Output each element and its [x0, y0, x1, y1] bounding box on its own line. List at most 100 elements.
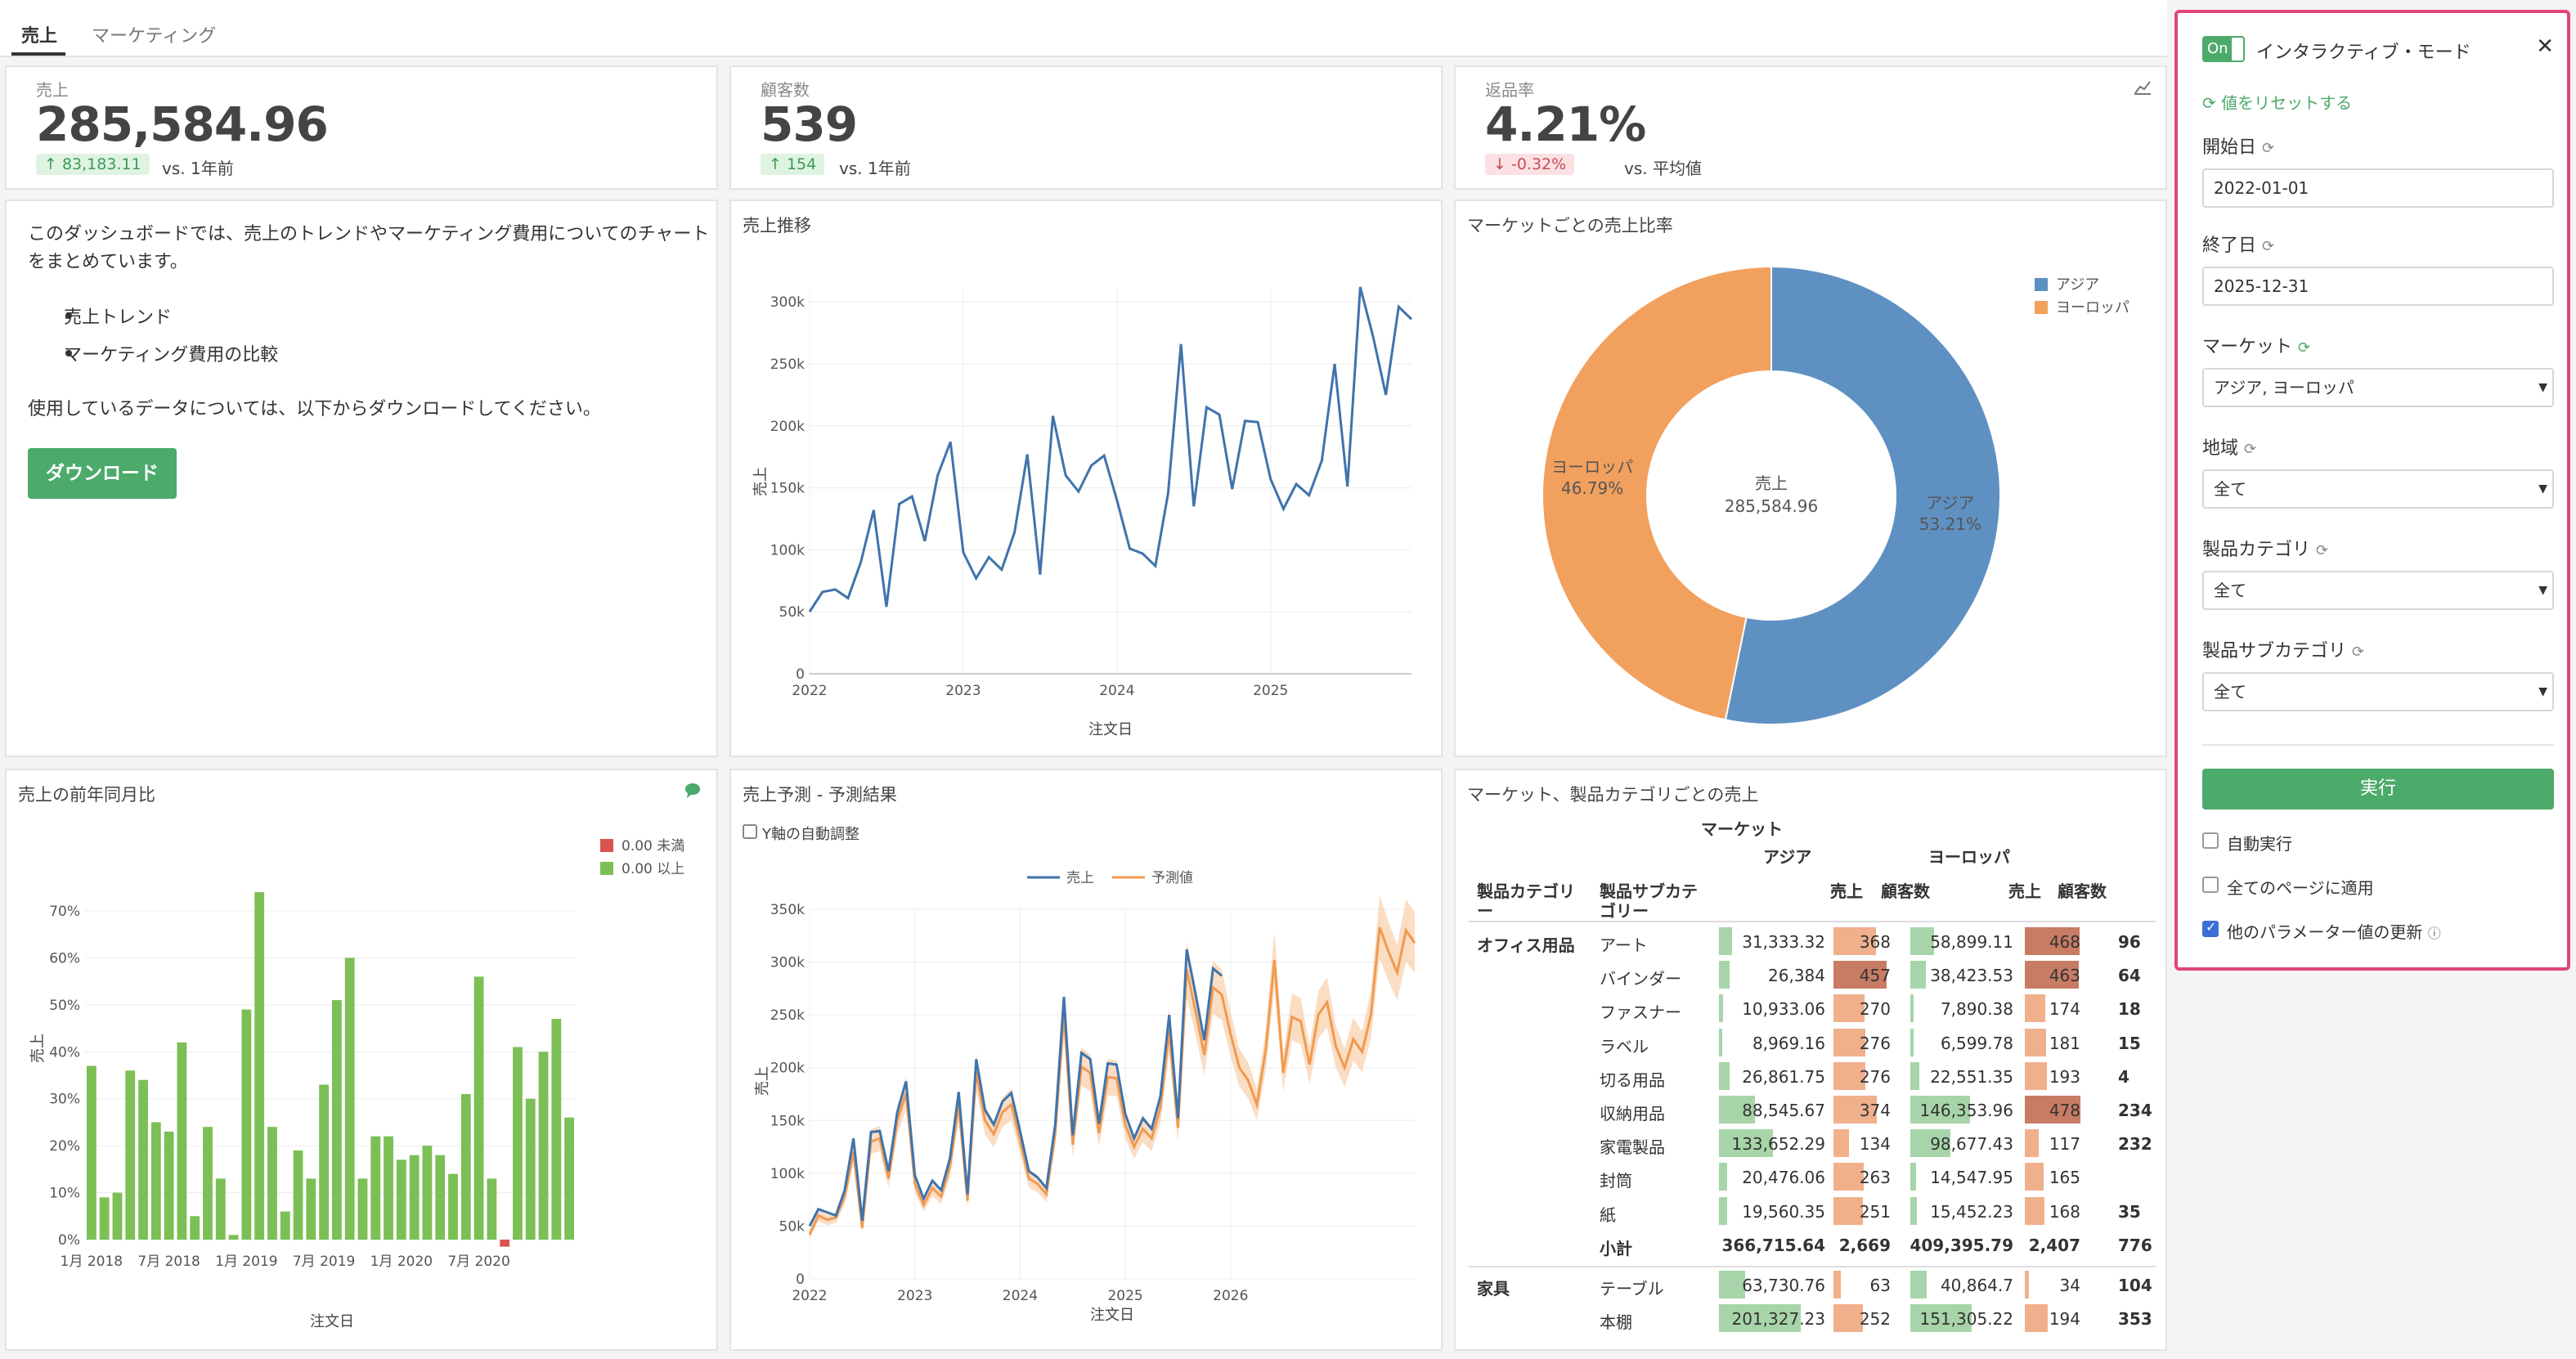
- chart-icon[interactable]: [2133, 77, 2152, 96]
- forecast-chart: 0 50k 100k 150k 200k 250k 300k 350k 2022 2023 2024…: [754, 870, 1416, 1324]
- subcategory-select[interactable]: 全て ▼: [2202, 672, 2554, 711]
- asia-customers-cell: 374: [1859, 1101, 1891, 1120]
- bar: [87, 1065, 96, 1240]
- apply-all-pages-checkbox[interactable]: [2202, 877, 2219, 893]
- tab-sales[interactable]: 売上: [21, 26, 58, 47]
- refresh-icon[interactable]: ⟳: [2262, 140, 2275, 157]
- europe-sales-cell: 14,547.95: [1930, 1168, 2013, 1188]
- update-params-label: 他のパラメーター値の更新 ⓘ: [2227, 922, 2441, 942]
- asia-customers-bar: [1833, 927, 1877, 955]
- header-subcategory: 製品サブカテ: [1600, 881, 1698, 901]
- auto-run-checkbox[interactable]: [2202, 832, 2219, 849]
- x-tick-label: 2024: [1099, 683, 1134, 699]
- bar: [525, 1098, 536, 1240]
- run-button[interactable]: 実行: [2202, 769, 2554, 810]
- europe-sales-cell: 38,423.53: [1930, 966, 2013, 986]
- panel-divider: [2202, 744, 2554, 746]
- yoy-bar-chart: 0% 10% 20% 30% 40% 50% 60% 70% 1月 2018 7月 2018 1月 …: [29, 838, 684, 1330]
- asia-customers-cell: 263: [1859, 1168, 1891, 1188]
- x-tick-label: 2025: [1253, 683, 1288, 699]
- refresh-icon[interactable]: ⟳: [2244, 441, 2257, 458]
- tab-marketing[interactable]: マーケティング: [92, 26, 217, 47]
- refresh-icon[interactable]: ⟳: [2262, 238, 2275, 255]
- europe-customers-cell: 181: [2049, 1033, 2080, 1053]
- end-date-input[interactable]: 2025-12-31: [2202, 267, 2554, 306]
- asia-customers-cell: 457: [1859, 966, 1891, 986]
- asia-customers-cell: 2,669: [1838, 1235, 1891, 1255]
- bar: [293, 1150, 303, 1240]
- bar: [306, 1178, 316, 1240]
- asia-sales-bar: [1719, 994, 1724, 1023]
- close-icon[interactable]: ✕: [2536, 34, 2554, 59]
- bar: [125, 1070, 136, 1240]
- bar: [112, 1192, 123, 1240]
- kpi-card-return-rate: 返品率 4.21% ↓ -0.32% vs. 平均値: [1454, 65, 2167, 190]
- bar: [473, 976, 484, 1240]
- europe-sales-bar: [1910, 994, 1914, 1023]
- europe-customers-cell: 193: [2049, 1066, 2080, 1087]
- download-button[interactable]: ダウンロード: [28, 448, 177, 499]
- x-tick-label: 2024: [1003, 1288, 1038, 1304]
- region-select[interactable]: 全て ▼: [2202, 469, 2554, 509]
- category-select[interactable]: 全て ▼: [2202, 571, 2554, 610]
- subcategory-cell: 封筒: [1600, 1171, 1632, 1191]
- update-params-checkbox[interactable]: ✓: [2202, 919, 2219, 937]
- asia-sales-cell: 20,476.06: [1742, 1168, 1825, 1188]
- center-label: 売上: [1755, 473, 1788, 493]
- y-tick-label: 200k: [770, 419, 805, 435]
- europe-sales-bar: [1910, 1028, 1914, 1056]
- y-tick-label: 100k: [770, 542, 805, 558]
- market-select[interactable]: アジア, ヨーロッパ ▼: [2202, 368, 2554, 407]
- end-date-label: 終了日 ⟳: [2202, 235, 2275, 256]
- kpi-compare: vs. 1年前: [162, 159, 234, 178]
- overflow-cell: 104: [2118, 1276, 2152, 1295]
- y-auto-label: Y軸の自動調整: [762, 826, 859, 843]
- refresh-icon[interactable]: ⟳: [2316, 542, 2329, 559]
- subcategory-cell: 紙: [1600, 1204, 1616, 1225]
- interactive-toggle[interactable]: On: [2202, 36, 2245, 62]
- asia-sales-cell: 8,969.16: [1752, 1033, 1825, 1053]
- header-sales: 売上: [1830, 881, 1863, 901]
- europe-sales-bar: [1910, 1096, 1970, 1124]
- info-icon[interactable]: ⓘ: [2427, 926, 2441, 941]
- subcategory-value: 全て: [2214, 682, 2246, 702]
- asia-sales-bar: [1719, 1096, 1755, 1124]
- center-value: 285,584.96: [1725, 496, 1819, 516]
- y-auto-checkbox[interactable]: [743, 824, 757, 839]
- y-tick-label: 350k: [770, 902, 805, 918]
- subcategory-cell: 切る用品: [1600, 1070, 1665, 1090]
- asia-customers-bar: [1833, 961, 1887, 989]
- legend-label: 0.00 未満: [622, 838, 684, 854]
- legend-swatch: [2035, 301, 2048, 314]
- check-icon: ✓: [2206, 919, 2217, 935]
- y-tick-label: 50%: [49, 998, 80, 1014]
- overflow-cell: 4: [2118, 1066, 2129, 1087]
- refresh-icon[interactable]: ⟳: [2298, 339, 2311, 357]
- kpi-value: 285,584.96: [36, 96, 329, 152]
- y-tick-label: 20%: [49, 1138, 80, 1155]
- header-customers: 顧客数: [1881, 881, 1930, 901]
- subcategory-label: 製品サブカテゴリ ⟳: [2202, 641, 2365, 662]
- x-axis-title: 注文日: [1090, 1307, 1134, 1324]
- comment-icon[interactable]: [684, 782, 702, 800]
- europe-sales-cell: 22,551.35: [1930, 1066, 2013, 1087]
- overflow-cell: 96: [2118, 932, 2141, 952]
- europe-customers-cell: 194: [2049, 1309, 2080, 1330]
- y-axis-title: 売上: [29, 1034, 47, 1063]
- refresh-icon[interactable]: ⟳: [2352, 644, 2365, 661]
- europe-customers-bar: [2025, 1061, 2048, 1090]
- bullet-item: マーケティング費用の比較: [64, 345, 279, 366]
- reset-label: 値をリセットする: [2221, 93, 2353, 113]
- start-date-input[interactable]: 2022-01-01: [2202, 168, 2554, 208]
- europe-customers-cell: 468: [2049, 932, 2080, 952]
- bar: [215, 1178, 226, 1240]
- overflow-cell: 18: [2118, 999, 2141, 1020]
- asia-customers-bar: [1833, 1163, 1865, 1191]
- europe-sales-cell: 98,677.43: [1930, 1134, 2013, 1155]
- pivot-table: マーケット アジア ヨーロッパ 製品カテゴリー製品サブカテ ゴリー 売上 売上 顧客数 売上 顧客…: [1456, 770, 2165, 1349]
- reset-link[interactable]: ⟳ 値をリセットする: [2202, 90, 2352, 114]
- bar: [254, 892, 265, 1240]
- market-ratio-card: マーケットごとの売上比率 アジア 53.21% ヨーロッパ 46.79% 売上 285,5…: [1454, 200, 2167, 757]
- bar: [513, 1047, 523, 1240]
- europe-sales-cell: 58,899.11: [1930, 932, 2013, 952]
